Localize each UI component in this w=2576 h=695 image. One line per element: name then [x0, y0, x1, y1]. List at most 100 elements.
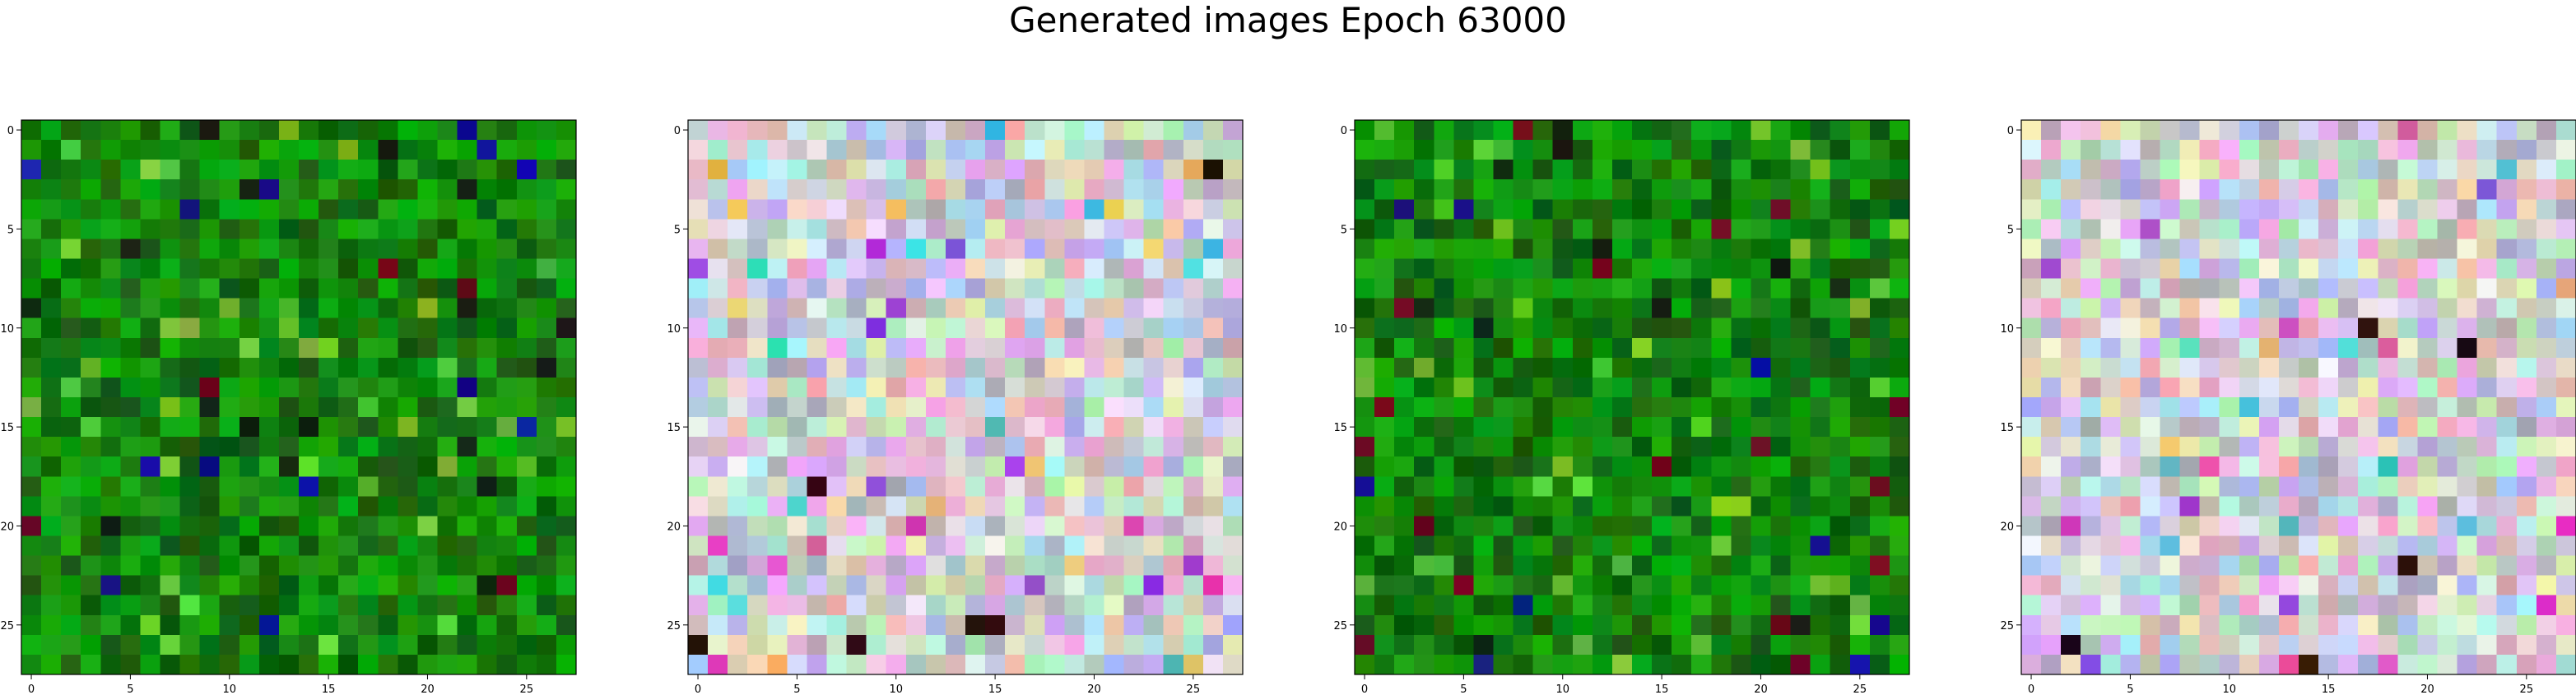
pixel-cell [496, 317, 518, 339]
pixel-cell [2199, 555, 2220, 577]
pixel-cell [1183, 298, 1204, 319]
pixel-cell [2160, 120, 2181, 141]
pixel-cell [1453, 595, 1475, 616]
pixel-cell [1711, 575, 1732, 596]
pixel-cell [81, 120, 101, 141]
pixel-cell [258, 298, 280, 319]
pixel-cell [945, 298, 966, 319]
pixel-cell [965, 120, 986, 141]
pixel-cell [2140, 575, 2161, 596]
pixel-cell [728, 555, 748, 577]
pixel-cell [767, 595, 788, 616]
pixel-cell [1374, 555, 1395, 577]
pixel-cell [2160, 437, 2181, 457]
pixel-cell [2021, 337, 2042, 359]
pixel-cell [1394, 437, 1415, 457]
pixel-cell [1222, 140, 1244, 160]
pixel-cell [1104, 278, 1125, 299]
pixel-cell [1632, 634, 1653, 656]
pixel-cell [905, 298, 927, 319]
pixel-cell [2536, 634, 2557, 656]
pixel-cell [338, 437, 359, 457]
pixel-cell [239, 634, 260, 656]
pixel-cell [1731, 456, 1752, 477]
pixel-cell [1044, 555, 1065, 577]
pixel-cell [496, 654, 518, 675]
pixel-cell [338, 317, 359, 339]
pixel-cell [2140, 258, 2161, 280]
pixel-cell [1183, 634, 1204, 656]
pixel-cell [1869, 496, 1890, 517]
pixel-cell [1104, 298, 1125, 319]
pixel-cell [536, 239, 557, 260]
pixel-cell [2318, 199, 2339, 220]
pixel-cell [496, 516, 518, 537]
pixel-cell [278, 437, 300, 457]
pixel-cell [179, 437, 201, 457]
pixel-cell [21, 199, 42, 220]
pixel-cell [2299, 417, 2319, 438]
x-tick-label: 5 [793, 683, 800, 695]
x-tick-label: 20 [1087, 683, 1101, 695]
pixel-cell [945, 317, 966, 339]
pixel-cell [2457, 654, 2478, 675]
pixel-cell [1064, 377, 1086, 398]
pixel-cell [945, 160, 966, 180]
pixel-cell [1453, 654, 1475, 675]
pixel-cell [905, 437, 927, 457]
pixel-cell [985, 476, 1006, 497]
pixel-cell [1064, 575, 1086, 596]
pixel-cell [2437, 456, 2458, 477]
pixel-cell [239, 258, 260, 280]
pixel-cell [1453, 160, 1475, 180]
pixel-cell [2199, 258, 2220, 280]
pixel-cell [2397, 496, 2419, 517]
pixel-cell [140, 219, 161, 240]
pixel-cell [219, 555, 240, 577]
pixel-cell [925, 298, 946, 319]
pixel-cell [2081, 654, 2101, 675]
pixel-cell [120, 120, 142, 141]
pixel-cell [905, 377, 927, 398]
pixel-cell [41, 476, 62, 497]
pixel-cell [338, 496, 359, 517]
pixel-cell [417, 437, 439, 457]
pixel-cell [378, 120, 398, 141]
pixel-cell [1355, 179, 1375, 200]
pixel-cell [708, 140, 728, 160]
pixel-cell [965, 258, 986, 280]
pixel-cell [2199, 496, 2220, 517]
pixel-cell [2437, 219, 2458, 240]
pixel-cell [807, 634, 828, 656]
pixel-cell [358, 654, 379, 675]
pixel-cell [1652, 555, 1672, 577]
pixel-cell [457, 476, 478, 497]
pixel-cell [1355, 417, 1375, 438]
pixel-cell [747, 595, 768, 616]
pixel-cell [1532, 120, 1554, 141]
pixel-cell [417, 140, 439, 160]
pixel-cell [1790, 258, 1811, 280]
pixel-cell [140, 120, 161, 141]
pixel-cell [2179, 535, 2201, 557]
pixel-cell [2239, 219, 2260, 240]
pixel-cell [1064, 476, 1086, 497]
pixel-cell [866, 614, 887, 636]
pixel-cell [1222, 337, 1244, 359]
pixel-cell [1005, 160, 1025, 180]
pixel-cell [338, 397, 359, 418]
pixel-cell [767, 417, 788, 438]
pixel-cell [199, 476, 221, 497]
pixel-cell [1632, 516, 1653, 537]
pixel-cell [1810, 634, 1831, 656]
pixel-cell [1849, 219, 1871, 240]
pixel-cell [398, 437, 419, 457]
pixel-cell [1632, 456, 1653, 477]
pixel-cell [1889, 199, 1910, 220]
pixel-cell [1025, 298, 1045, 319]
pixel-cell [2338, 516, 2359, 537]
pixel-cell [299, 417, 319, 438]
pixel-cell [1104, 437, 1125, 457]
pixel-cell [2100, 575, 2121, 596]
pixel-cell [2417, 298, 2439, 319]
